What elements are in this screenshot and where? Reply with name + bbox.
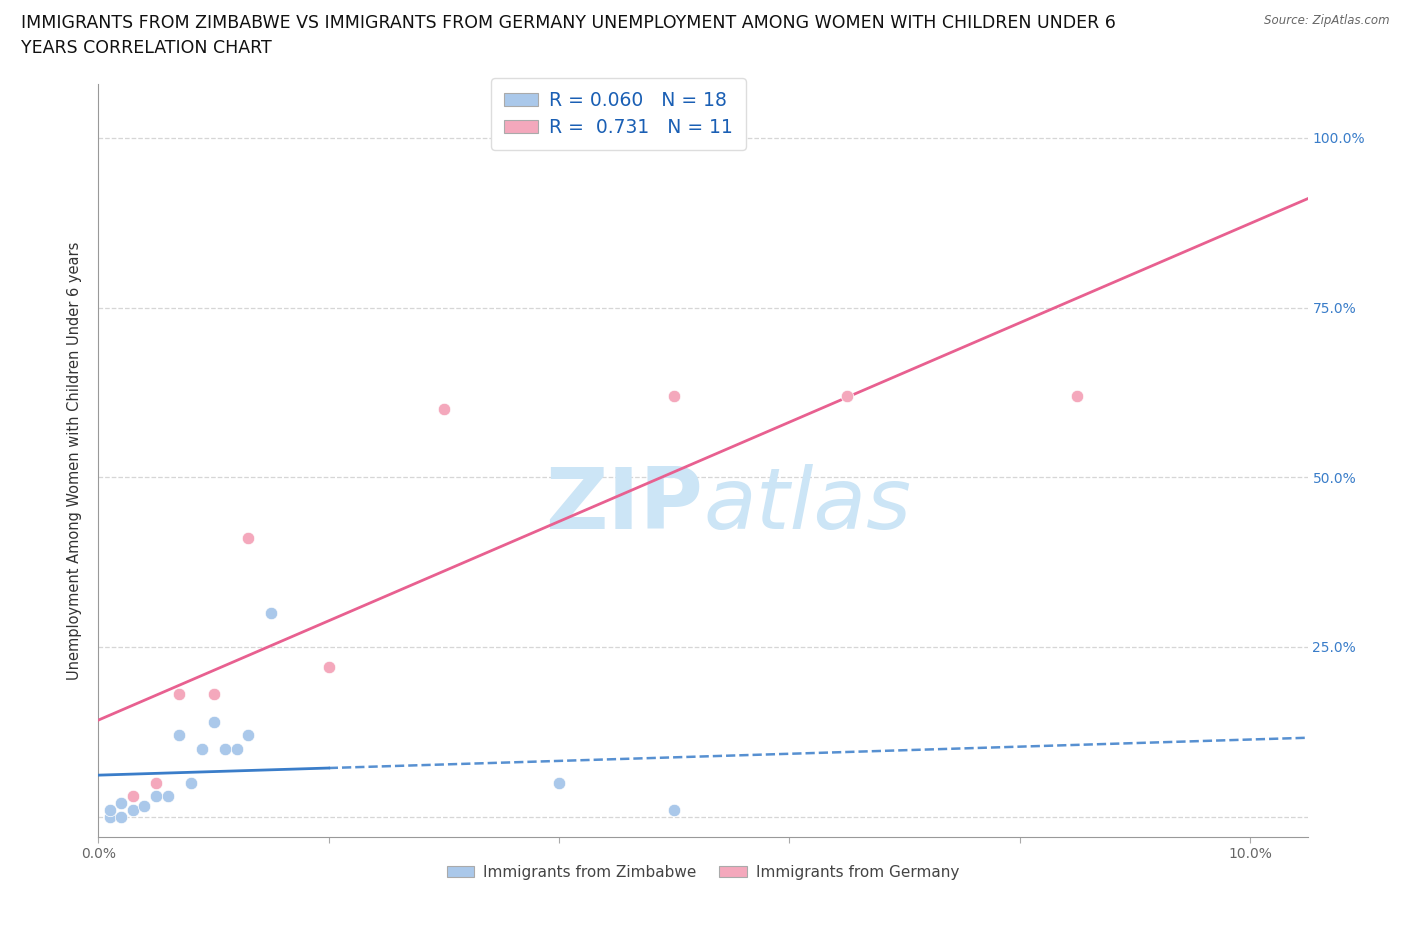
Point bbox=[548, 776, 571, 790]
Point bbox=[122, 803, 145, 817]
Point bbox=[835, 389, 858, 404]
Text: ZIP: ZIP bbox=[546, 464, 703, 547]
Point bbox=[236, 531, 259, 546]
Point bbox=[145, 776, 167, 790]
Point bbox=[318, 660, 340, 675]
Point bbox=[225, 741, 247, 756]
Text: Source: ZipAtlas.com: Source: ZipAtlas.com bbox=[1264, 14, 1389, 27]
Point bbox=[134, 799, 156, 814]
Point bbox=[260, 605, 283, 620]
Point bbox=[122, 789, 145, 804]
Point bbox=[167, 728, 190, 743]
Point bbox=[98, 809, 121, 824]
Point bbox=[145, 789, 167, 804]
Point bbox=[191, 741, 214, 756]
Point bbox=[167, 687, 190, 702]
Point bbox=[214, 741, 236, 756]
Point bbox=[664, 389, 686, 404]
Y-axis label: Unemployment Among Women with Children Under 6 years: Unemployment Among Women with Children U… bbox=[67, 241, 83, 680]
Point bbox=[98, 803, 121, 817]
Point bbox=[156, 789, 179, 804]
Text: IMMIGRANTS FROM ZIMBABWE VS IMMIGRANTS FROM GERMANY UNEMPLOYMENT AMONG WOMEN WIT: IMMIGRANTS FROM ZIMBABWE VS IMMIGRANTS F… bbox=[21, 14, 1116, 32]
Point bbox=[110, 796, 132, 811]
Point bbox=[664, 803, 686, 817]
Point bbox=[236, 728, 259, 743]
Point bbox=[433, 402, 456, 417]
Point bbox=[202, 687, 225, 702]
Point bbox=[110, 809, 132, 824]
Text: YEARS CORRELATION CHART: YEARS CORRELATION CHART bbox=[21, 39, 271, 57]
Legend: Immigrants from Zimbabwe, Immigrants from Germany: Immigrants from Zimbabwe, Immigrants fro… bbox=[440, 858, 966, 886]
Point bbox=[202, 714, 225, 729]
Text: atlas: atlas bbox=[703, 464, 911, 547]
Point bbox=[180, 776, 202, 790]
Point bbox=[1066, 389, 1088, 404]
